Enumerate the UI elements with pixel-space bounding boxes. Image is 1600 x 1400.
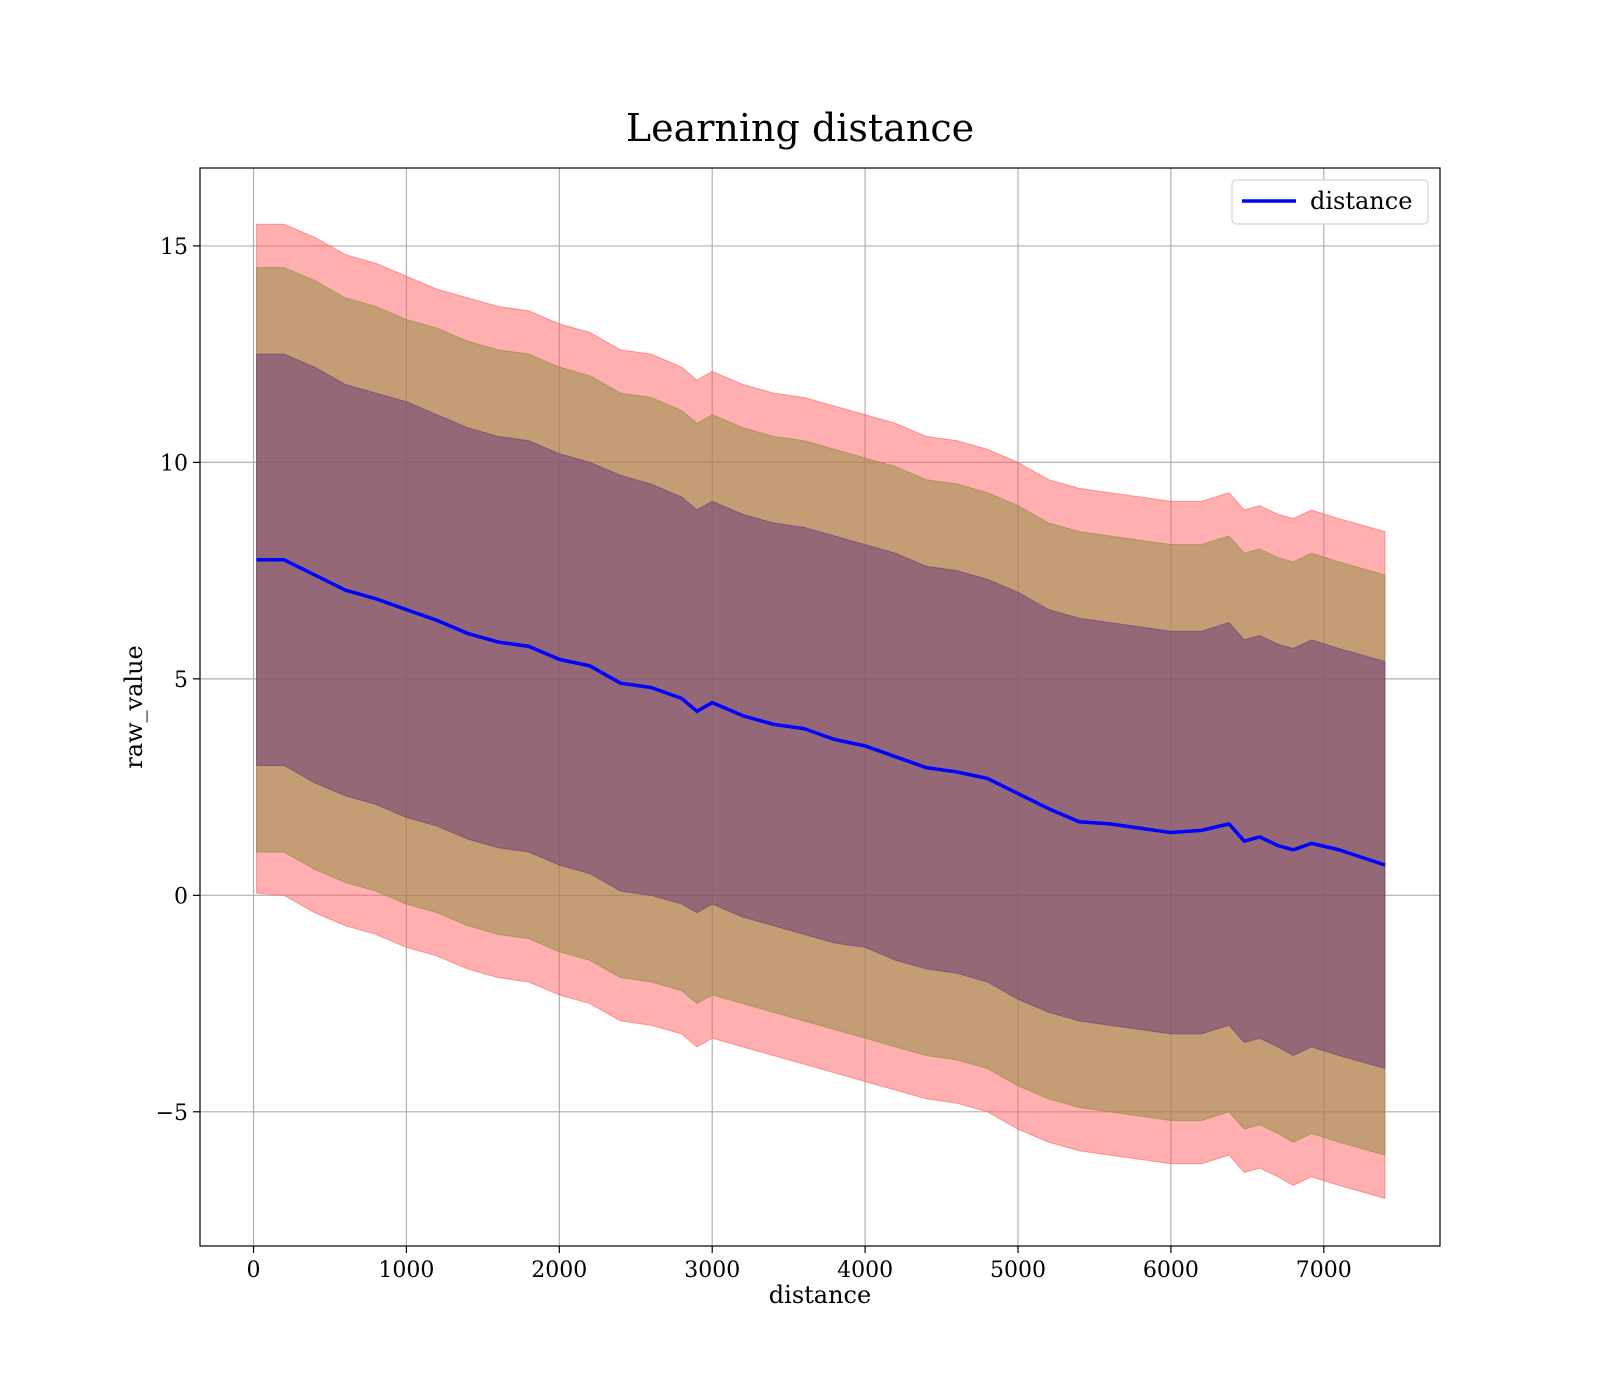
y-tick-label: 0 — [174, 884, 188, 909]
x-tick-label: 5000 — [990, 1258, 1046, 1283]
x-axis-label: distance — [769, 1281, 871, 1309]
y-tick-label: 10 — [160, 451, 188, 476]
legend: distance — [1231, 179, 1429, 225]
x-tick-label: 1000 — [378, 1258, 434, 1283]
legend-label: distance — [1310, 187, 1412, 215]
series-lines — [256, 558, 1386, 867]
x-tick-label: 4000 — [837, 1258, 893, 1283]
y-tick-label: 5 — [174, 668, 188, 693]
band-1std-area — [256, 353, 1386, 1070]
legend-box — [1231, 179, 1429, 225]
y-tick-label: 15 — [160, 235, 188, 260]
y-tick-label: −5 — [156, 1101, 188, 1126]
std-bands — [256, 223, 1386, 1200]
x-axis: 0 1000 2000 3000 4000 5000 6000 7000 — [247, 1246, 1352, 1283]
x-tick-label: 0 — [247, 1258, 261, 1283]
chart-title: Learning distance — [626, 106, 974, 150]
x-tick-label: 6000 — [1143, 1258, 1199, 1283]
x-tick-label: 2000 — [531, 1258, 587, 1283]
distance-line — [256, 558, 1386, 867]
x-tick-label: 7000 — [1296, 1258, 1352, 1283]
y-axis-label: raw_value — [120, 645, 148, 769]
y-axis: −5 0 5 10 15 — [156, 235, 200, 1126]
plot-frame — [199, 167, 1441, 1247]
x-tick-label: 3000 — [684, 1258, 740, 1283]
